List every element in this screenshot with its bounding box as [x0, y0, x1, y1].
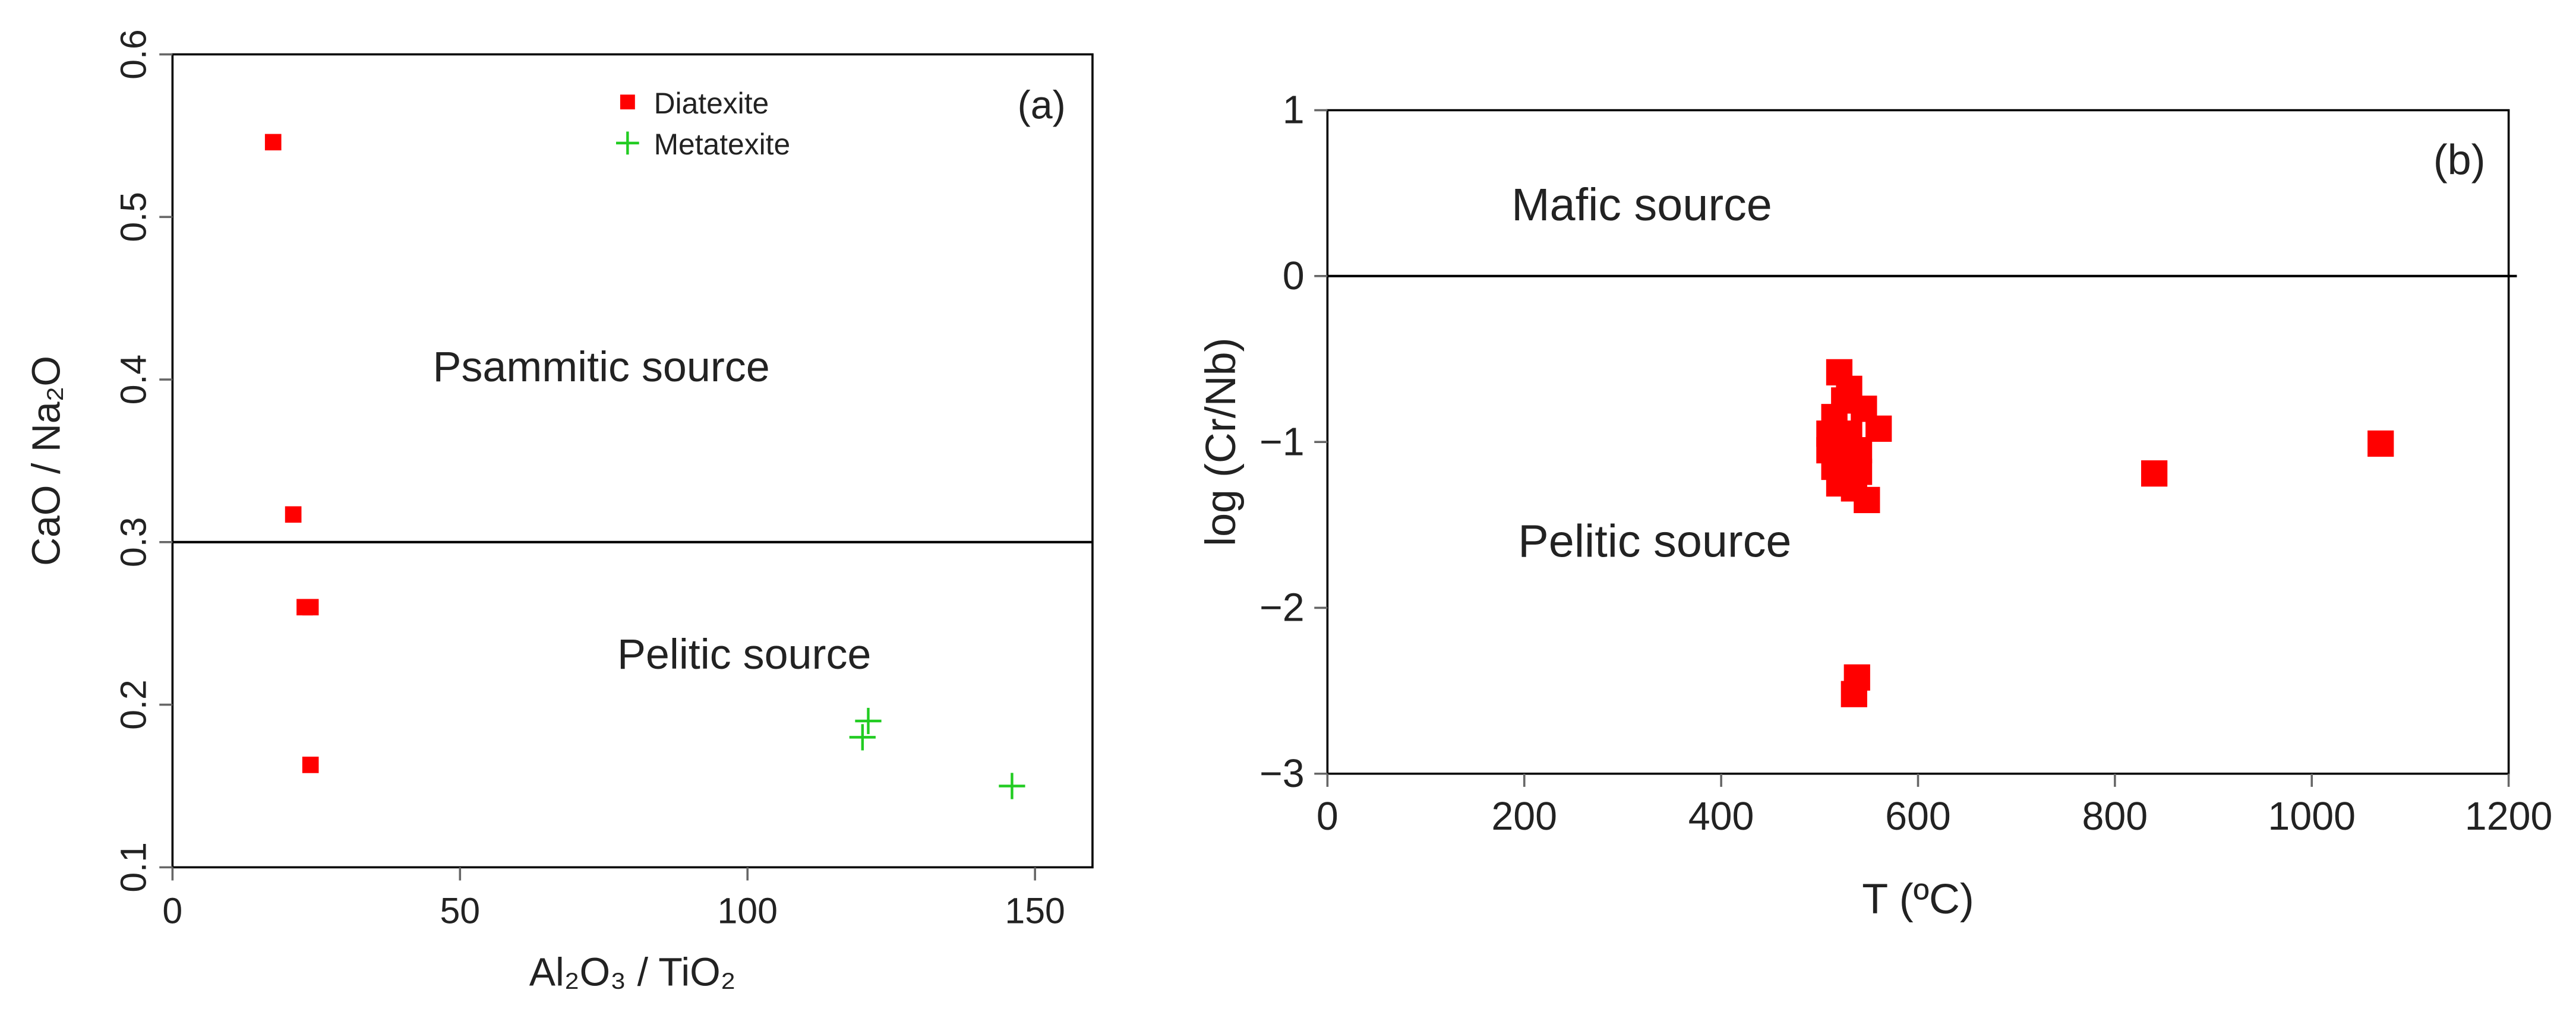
x-tick-label: 600: [1885, 795, 1951, 839]
y-tick-label: 0.2: [113, 679, 154, 730]
x-tick-label: 400: [1688, 795, 1754, 839]
x-tick-label: 150: [1005, 890, 1065, 931]
y-tick-label: 0: [1283, 254, 1305, 298]
x-tick-label: 800: [2082, 795, 2148, 839]
x-tick-label: 50: [440, 890, 480, 931]
point: [2367, 430, 2394, 457]
plot-frame: [1326, 109, 2510, 775]
plot-frame: [171, 53, 1094, 869]
point: [302, 757, 319, 773]
x-tick-label: 1200: [2465, 795, 2553, 839]
y-tick-label: 0.4: [113, 355, 154, 405]
y-tick-label: 0.3: [113, 517, 154, 568]
x-tick-label: 200: [1491, 795, 1557, 839]
y-tick-label: 0.1: [113, 842, 154, 893]
region-label: Mafic source: [1511, 179, 1772, 230]
region-label: Pelitic source: [617, 631, 871, 678]
legend-label: Diatexite: [654, 87, 769, 120]
point: [1841, 681, 1867, 707]
point: [302, 599, 319, 616]
x-axis-label: T (ºC): [1862, 875, 1974, 923]
panel-label: (a): [1018, 83, 1066, 127]
point: [1854, 486, 1880, 514]
y-tick-label: 0.5: [113, 192, 154, 242]
x-tick-label: 100: [717, 890, 778, 931]
point: [2141, 460, 2168, 487]
point: [849, 724, 876, 751]
y-tick-label: 0.6: [113, 29, 154, 80]
y-axis-label: CaO / Na₂O: [24, 356, 68, 566]
x-tick-label: 1000: [2268, 795, 2356, 839]
point: [999, 773, 1025, 799]
point: [285, 506, 302, 523]
y-axis-label: log (Cr/Nb): [1197, 337, 1245, 546]
x-tick-label: 0: [162, 890, 182, 931]
panel-label: (b): [2433, 136, 2486, 184]
y-tick-label: 1: [1283, 88, 1305, 132]
region-label: Psammitic source: [433, 343, 770, 391]
legend-label: Metatexite: [654, 128, 791, 161]
region-label: Pelitic source: [1518, 516, 1791, 567]
legend-marker: [620, 94, 635, 110]
point: [855, 707, 882, 735]
x-axis-label: Al₂O₃ / TiO₂: [529, 950, 736, 994]
y-tick-label: −1: [1259, 420, 1305, 464]
y-tick-label: −2: [1259, 586, 1305, 630]
point: [264, 134, 282, 151]
y-tick-label: −3: [1259, 752, 1305, 796]
legend-marker: [615, 131, 639, 155]
x-tick-label: 0: [1317, 795, 1338, 839]
